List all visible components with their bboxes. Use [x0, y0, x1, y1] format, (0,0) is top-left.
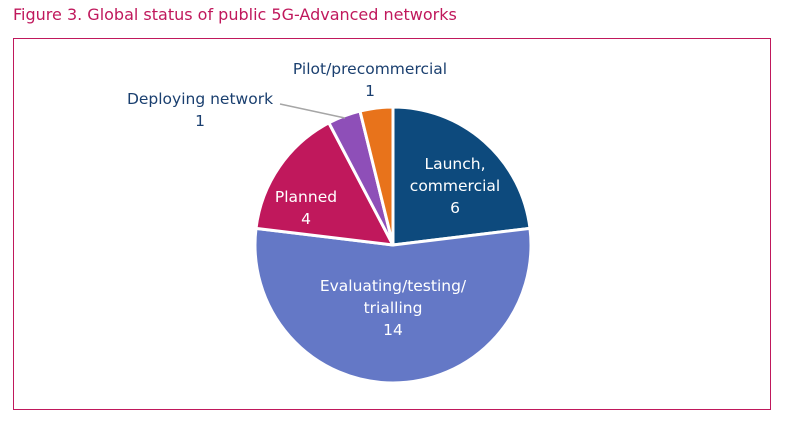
slice-value-label: 1: [195, 112, 205, 130]
slice-category-label: commercial: [410, 177, 500, 195]
leader-line: [279, 103, 346, 119]
slice-value-label: 14: [383, 321, 403, 339]
slice-category-label: Launch,: [424, 155, 485, 173]
slice-category-label: trialling: [364, 299, 423, 317]
pie-slice: [391, 105, 532, 247]
slice-value-label: 6: [450, 199, 460, 217]
slice-category-label: Pilot/precommercial: [293, 60, 447, 78]
slice-category-label: Planned: [275, 188, 337, 206]
slice-category-label: Deploying network: [127, 90, 273, 108]
pie-slice: [358, 105, 395, 247]
slice-value-label: 4: [301, 210, 311, 228]
slice-category-label: Evaluating/testing/: [320, 277, 467, 295]
slice-value-label: 1: [365, 82, 375, 100]
figure-title: Figure 3. Global status of public 5G-Adv…: [13, 5, 457, 24]
pie-slice: [254, 121, 395, 247]
chart-frame: [13, 38, 771, 410]
pie-slice: [253, 226, 533, 385]
